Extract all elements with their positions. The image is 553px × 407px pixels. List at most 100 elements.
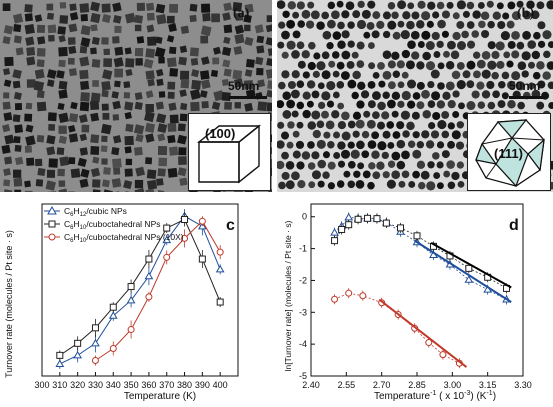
nanoparticle-cube — [102, 112, 110, 120]
nanoparticle-cuboctahedron — [456, 20, 465, 29]
nanoparticle-cuboctahedron — [391, 51, 400, 61]
nanoparticle-cuboctahedron — [310, 10, 320, 20]
nanoparticle-cuboctahedron — [311, 170, 322, 180]
nanoparticle-cube — [114, 80, 121, 88]
nanoparticle-cube — [180, 79, 190, 89]
nanoparticle-cube — [201, 101, 209, 109]
chart-d-ylabel: ln[Turnover rate] (molecules / Pt site ·… — [283, 220, 293, 371]
nanoparticle-cube — [223, 24, 233, 34]
nanoparticle-cuboctahedron — [433, 51, 441, 58]
nanoparticle-cuboctahedron — [445, 61, 455, 70]
nanoparticle-cube — [57, 26, 67, 35]
nanoparticle-cube — [223, 68, 232, 77]
nanoparticle-cuboctahedron — [327, 140, 335, 149]
nanoparticle-cube — [155, 36, 163, 44]
nanoparticle-cuboctahedron — [311, 110, 321, 120]
nanoparticle-cuboctahedron — [436, 1, 445, 10]
point-triangle — [91, 338, 100, 347]
nanoparticle-cuboctahedron — [291, 70, 300, 79]
nanoparticle-cuboctahedron — [392, 131, 401, 139]
nanoparticle-cuboctahedron — [368, 62, 376, 70]
x-tick-label: 2.40 — [302, 380, 320, 390]
nanoparticle-cube — [179, 177, 188, 186]
nanoparticle-cuboctahedron — [522, 10, 532, 20]
nanoparticle-cuboctahedron — [292, 130, 300, 138]
nanoparticle-cube — [256, 35, 265, 44]
nanoparticle-cuboctahedron — [421, 130, 430, 139]
nanoparticle-cuboctahedron — [278, 21, 286, 29]
nanoparticle-cube — [189, 3, 198, 12]
nanoparticle-cube — [90, 24, 98, 32]
panel-label-b: (b) — [517, 6, 535, 21]
nanoparticle-cuboctahedron — [498, 80, 506, 89]
nanoparticle-cube — [24, 113, 33, 122]
nanoparticle-cuboctahedron — [326, 100, 335, 108]
nanoparticle-cube — [189, 47, 200, 57]
nanoparticle-cuboctahedron — [537, 80, 546, 89]
nanoparticle-cuboctahedron — [456, 0, 467, 10]
nanoparticle-cube — [268, 189, 272, 192]
nanoparticle-cuboctahedron — [430, 69, 440, 79]
point-triangle — [55, 359, 65, 367]
nanoparticle-cuboctahedron — [452, 111, 460, 119]
nanoparticle-cuboctahedron — [533, 31, 541, 40]
nanoparticle-cuboctahedron — [431, 31, 440, 41]
nanoparticle-cuboctahedron — [466, 1, 475, 10]
x-tick-label: 370 — [159, 380, 174, 390]
nanoparticle-cuboctahedron — [333, 131, 341, 139]
nanoparticle-cube — [101, 103, 109, 111]
nanoparticle-cube — [90, 112, 100, 122]
nanoparticle-cuboctahedron — [410, 30, 420, 40]
nanoparticle-cuboctahedron — [323, 131, 331, 139]
nanoparticle-cuboctahedron — [400, 110, 410, 120]
nanoparticle-cube — [12, 13, 24, 24]
nanoparticle-cube — [112, 114, 120, 121]
nanoparticle-cuboctahedron — [321, 91, 331, 101]
nanoparticle-cuboctahedron — [341, 50, 351, 60]
nanoparticle-cube — [25, 135, 36, 146]
nanoparticle-cuboctahedron — [443, 50, 450, 58]
nanoparticle-cuboctahedron — [382, 11, 391, 20]
micrograph-b: (b) 50nm (111) — [277, 0, 553, 192]
nanoparticle-cube — [112, 135, 122, 144]
legend-item-cubic: C6H12/cubic NPs — [44, 205, 127, 218]
nanoparticle-cuboctahedron — [308, 41, 316, 50]
scale-bar-label-a: 50nm — [228, 79, 260, 93]
nanoparticle-cube — [68, 133, 79, 143]
x-tick-label: 350 — [124, 380, 139, 390]
nanoparticle-cuboctahedron — [297, 60, 306, 69]
nanoparticle-cube — [46, 12, 55, 20]
nanoparticle-cube — [133, 124, 145, 135]
nanoparticle-cube — [103, 48, 111, 56]
nanoparticle-cuboctahedron — [392, 31, 401, 40]
nanoparticle-cube — [58, 188, 69, 192]
nanoparticle-cube — [265, 24, 272, 33]
nanoparticle-cube — [68, 23, 78, 33]
nanoparticle-cuboctahedron — [290, 89, 300, 99]
nanoparticle-cuboctahedron — [381, 151, 389, 160]
nanoparticle-cuboctahedron — [382, 50, 392, 60]
nanoparticle-cuboctahedron — [427, 100, 436, 108]
nanoparticle-cube — [68, 45, 77, 55]
nanoparticle-cube — [100, 145, 108, 153]
nanoparticle-cube — [154, 47, 166, 58]
nanoparticle-cube — [224, 101, 233, 110]
point-square — [56, 351, 64, 359]
nanoparticle-cube — [103, 167, 111, 175]
nanoparticle-cuboctahedron — [425, 140, 435, 149]
nanoparticle-cuboctahedron — [422, 109, 432, 119]
nanoparticle-cuboctahedron — [516, 41, 525, 50]
nanoparticle-cuboctahedron — [532, 71, 541, 80]
nanoparticle-cube — [92, 80, 99, 87]
nanoparticle-cube — [147, 78, 155, 87]
nanoparticle-cube — [34, 14, 43, 23]
nanoparticle-cuboctahedron — [477, 2, 485, 9]
x-tick-label: 310 — [52, 380, 67, 390]
point-square — [354, 215, 362, 223]
point-triangle — [215, 264, 225, 273]
nanoparticle-cuboctahedron — [336, 81, 345, 89]
nanoparticle-cube — [234, 33, 245, 44]
nanoparticle-cuboctahedron — [357, 0, 365, 9]
chart-d-panel-label: d — [509, 217, 519, 234]
nanoparticle-cube — [145, 90, 154, 99]
